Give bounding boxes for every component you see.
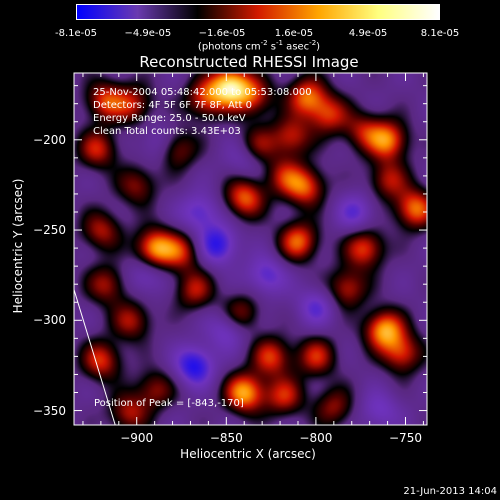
colorbar-tick-label: −4.9e-05 (124, 28, 172, 39)
y-tick-label: −350 (33, 403, 66, 418)
y-axis-label: Heliocentric Y (arcsec) (11, 178, 25, 314)
x-tick-label: −750 (389, 431, 422, 445)
info-line: Clean Total counts: 3.43E+03 (93, 126, 241, 137)
colorbar-units-label: (photons cm-2 s-1 asec-2) (197, 39, 321, 53)
colorbar-tick-label: 4.9e-05 (348, 28, 388, 39)
chart-title: Reconstructed RHESSI Image (139, 53, 359, 71)
heatmap-image (74, 73, 427, 425)
info-line: Detectors: 4F 5F 6F 7F 8F, Att 0 (93, 100, 253, 111)
timestamp: 21-Jun-2013 14:04 (403, 486, 497, 497)
colorbar-tick-label: -8.1e-05 (55, 28, 97, 39)
colorbar-tick-label: −1.6e-05 (198, 28, 246, 39)
colorbar-tick-label: 8.1e-05 (420, 28, 460, 39)
y-tick-label: −300 (33, 313, 66, 328)
solar-limb-line (73, 289, 116, 426)
colorbar (76, 4, 440, 20)
y-tick-label: −200 (33, 132, 66, 147)
x-axis-label: Heliocentric X (arcsec) (180, 447, 316, 461)
x-tick-label: −850 (209, 431, 243, 445)
y-tick-label: −250 (33, 223, 66, 238)
info-line: Energy Range: 25.0 - 50.0 keV (93, 113, 246, 124)
info-line: 25-Nov-2004 05:48:42.000 to 05:53:08.000 (93, 87, 312, 98)
peak-position-label: Position of Peak = [-843,-170] (94, 398, 244, 409)
x-tick-label: −800 (299, 431, 333, 445)
colorbar-tick-label: 1.6e-05 (274, 28, 314, 39)
x-tick-label: −900 (120, 431, 154, 445)
plot-frame (73, 72, 428, 426)
